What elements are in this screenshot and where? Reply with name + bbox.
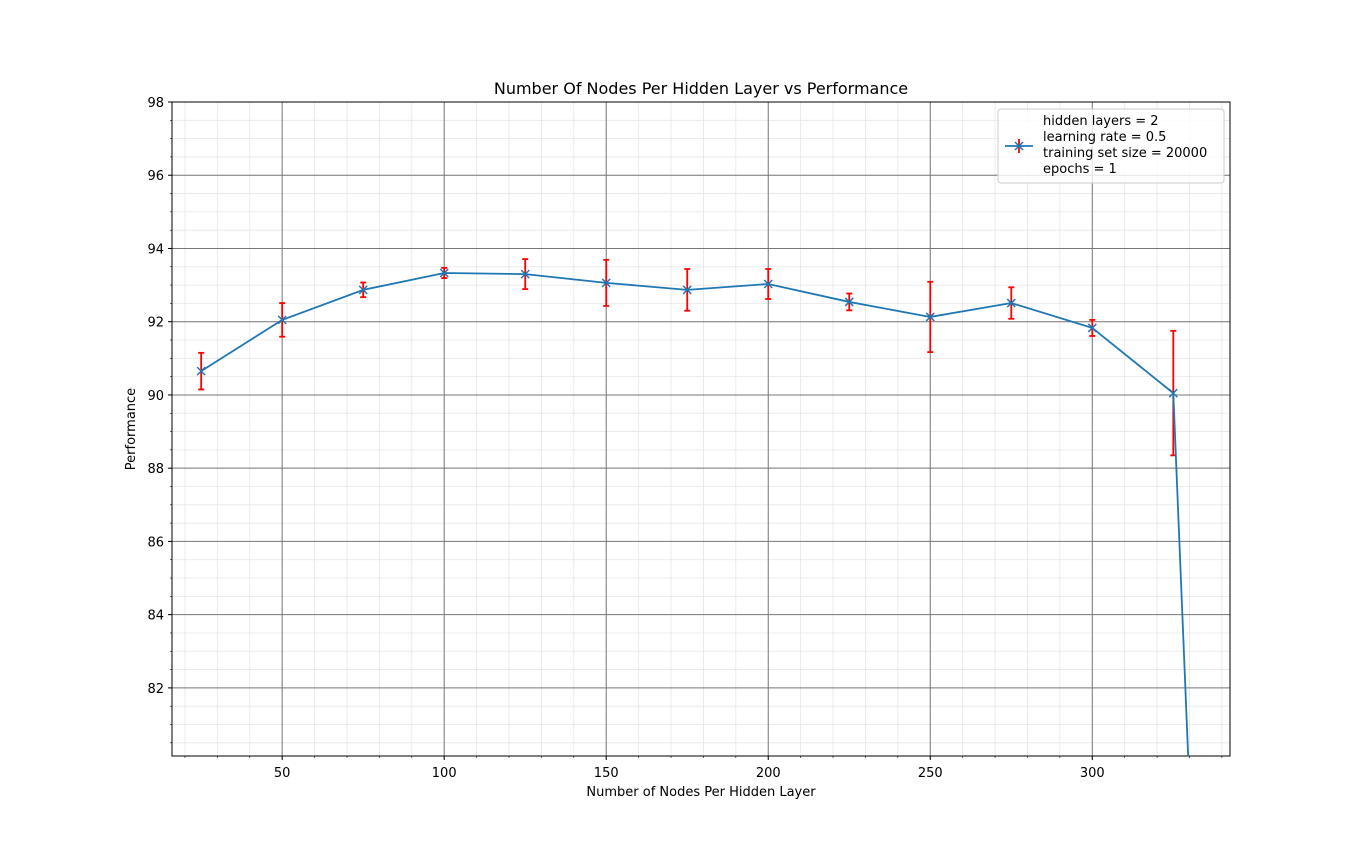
legend-box bbox=[997, 108, 1225, 184]
marker bbox=[1087, 323, 1097, 333]
x-tick-label: 50 bbox=[274, 766, 291, 781]
y-tick-label: 90 bbox=[147, 389, 164, 404]
y-tick-label: 88 bbox=[147, 462, 164, 477]
marker bbox=[196, 366, 206, 376]
legend-label: hidden layers = 2 learning rate = 0.5 trai… bbox=[1043, 114, 1207, 177]
y-tick-label: 96 bbox=[147, 169, 164, 184]
marker bbox=[1168, 388, 1178, 398]
marker bbox=[1006, 298, 1016, 308]
y-tick-label: 94 bbox=[147, 242, 164, 257]
marker bbox=[925, 312, 935, 322]
chart-title: Number Of Nodes Per Hidden Layer vs Perf… bbox=[494, 79, 908, 98]
y-tick-label: 92 bbox=[147, 316, 164, 331]
plot-area bbox=[196, 258, 1190, 756]
x-tick-label: 200 bbox=[756, 766, 781, 781]
plot-frame bbox=[171, 101, 1231, 757]
marker bbox=[844, 297, 854, 307]
x-tick-label: 100 bbox=[432, 766, 457, 781]
marker bbox=[277, 315, 287, 325]
marker bbox=[520, 269, 530, 279]
legend-marker bbox=[1014, 141, 1024, 151]
marker bbox=[763, 279, 773, 289]
marker bbox=[439, 268, 449, 278]
y-tick-label: 86 bbox=[147, 535, 164, 550]
y-axis-label: Performance bbox=[124, 388, 139, 470]
marker bbox=[682, 285, 692, 295]
marker bbox=[358, 285, 368, 295]
x-tick-label: 300 bbox=[1080, 766, 1105, 781]
data-line bbox=[200, 272, 1190, 756]
x-tick-label: 150 bbox=[594, 766, 619, 781]
x-axis-label: Number of Nodes Per Hidden Layer bbox=[586, 785, 816, 800]
x-tick-label: 250 bbox=[918, 766, 943, 781]
y-tick-label: 98 bbox=[147, 96, 164, 111]
y-tick-label: 84 bbox=[147, 609, 164, 624]
y-tick-label: 82 bbox=[147, 682, 164, 697]
marker bbox=[601, 278, 611, 288]
